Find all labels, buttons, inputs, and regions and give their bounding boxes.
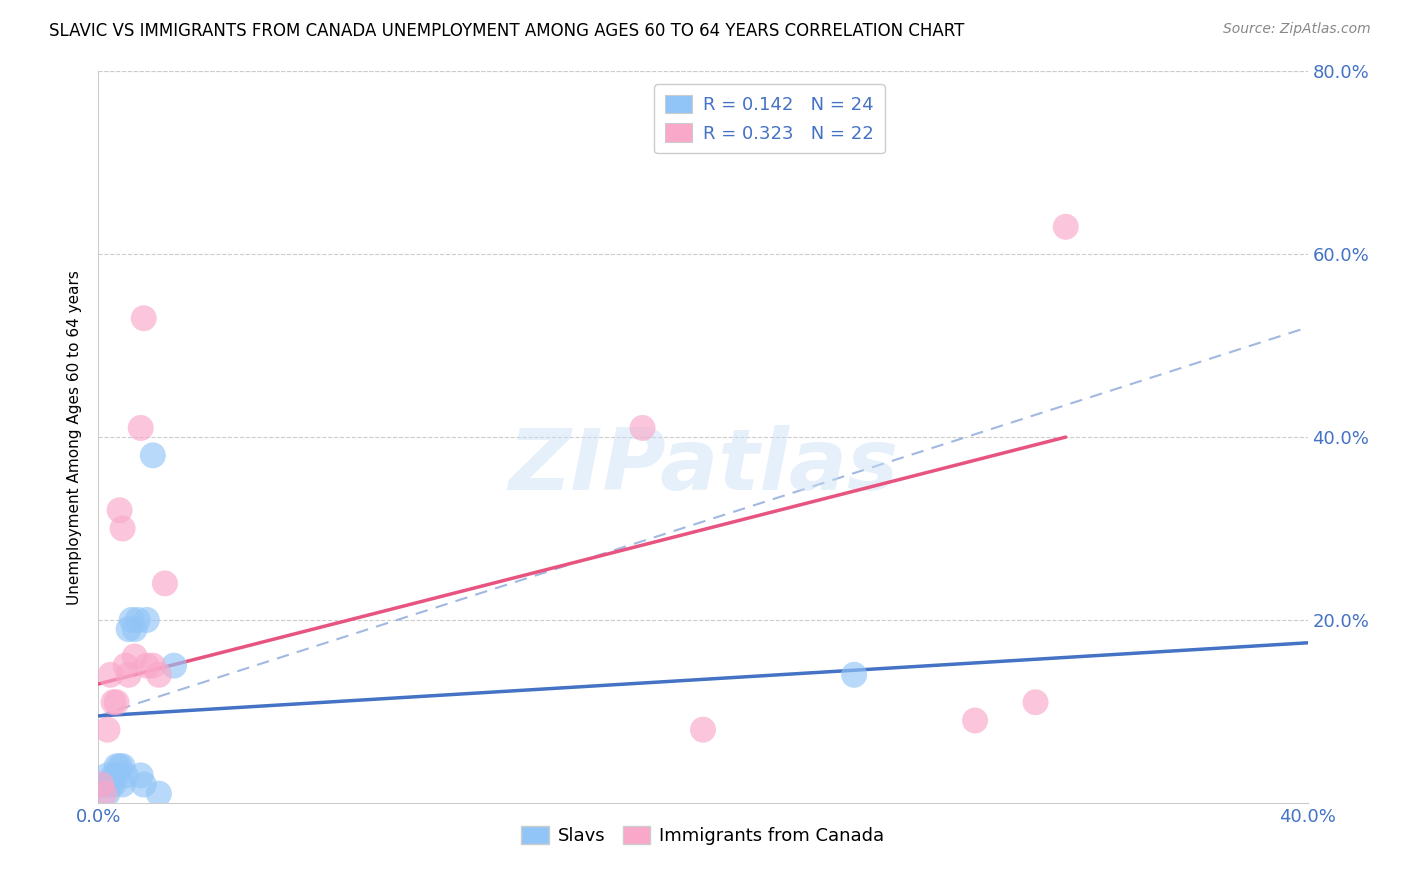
Legend: Slavs, Immigrants from Canada: Slavs, Immigrants from Canada [515,819,891,852]
Point [127,613,149,627]
Point [121,613,143,627]
Point [100,667,122,681]
Point [103,768,125,782]
Point [163,658,186,673]
Point [105,768,128,782]
Point [148,787,170,801]
Point [135,658,157,673]
Text: SLAVIC VS IMMIGRANTS FROM CANADA UNEMPLOYMENT AMONG AGES 60 TO 64 YEARS CORRELAT: SLAVIC VS IMMIGRANTS FROM CANADA UNEMPLO… [49,22,965,40]
Point [965,714,987,728]
Point [108,503,131,517]
Point [108,759,131,773]
Point [103,695,125,709]
Point [118,667,141,681]
Point [135,613,157,627]
Point [1054,219,1077,234]
Point [118,622,141,636]
Text: Source: ZipAtlas.com: Source: ZipAtlas.com [1223,22,1371,37]
Point [111,778,134,792]
Point [90,778,112,792]
Point [114,658,136,673]
Point [1024,695,1046,709]
Point [96,768,118,782]
Point [124,622,146,636]
Point [132,311,155,326]
Point [114,768,136,782]
Point [148,667,170,681]
Point [90,778,112,792]
Point [844,667,866,681]
Text: ZIPatlas: ZIPatlas [508,425,898,508]
Point [100,778,122,792]
Point [692,723,714,737]
Point [153,576,176,591]
Point [631,421,654,435]
Point [124,649,146,664]
Point [96,787,118,801]
Point [142,658,165,673]
Point [93,778,115,792]
Point [129,768,152,782]
Point [132,778,155,792]
Point [111,521,134,535]
Point [105,759,128,773]
Point [142,448,165,462]
Point [105,695,128,709]
Point [129,421,152,435]
Y-axis label: Unemployment Among Ages 60 to 64 years: Unemployment Among Ages 60 to 64 years [67,269,83,605]
Point [93,787,115,801]
Point [111,759,134,773]
Point [103,778,125,792]
Point [96,723,118,737]
